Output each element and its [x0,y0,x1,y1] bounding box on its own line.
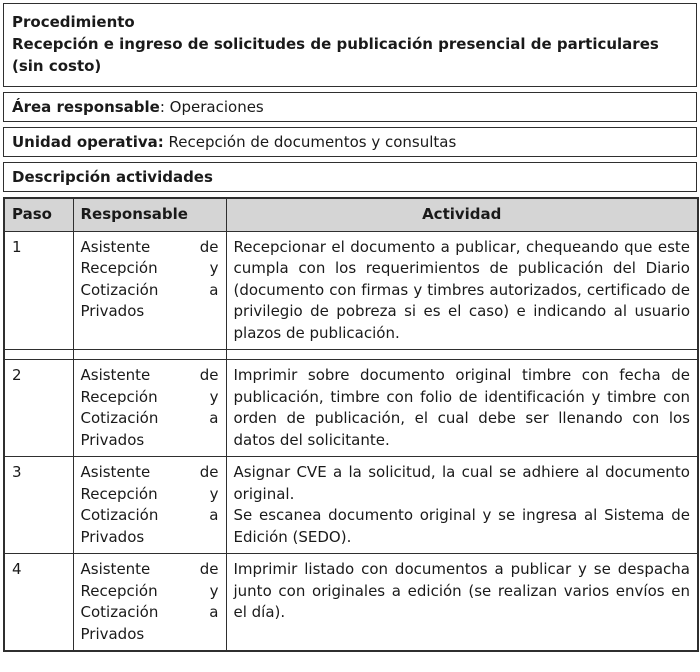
table-row-3: 3 Asistente de Recepción y Cotización a … [3,456,699,554]
procedure-document: Procedimiento Recepción e ingreso de sol… [3,3,699,652]
actividad-cell: Recepcionar el documento a publicar, che… [225,230,699,350]
spacer-cell [72,349,227,360]
procedure-name: Recepción e ingreso de solicitudes de pu… [12,35,659,75]
unidad-operativa-value: Recepción de documentos y consultas [163,133,457,151]
responsable-cell: Asistente de Recepción y Cotización a Pr… [72,359,227,457]
actividad-cell: Imprimir sobre documento original timbre… [225,359,699,457]
header-actividad: Actividad [225,197,699,232]
spacer-row [3,349,699,360]
header-row: Paso Responsable Actividad [3,197,699,232]
paso-cell: 3 [3,456,74,554]
paso-cell: 2 [3,359,74,457]
area-responsable-label: Área responsable [12,98,160,116]
responsable-cell: Asistente de Recepción y Cotización a Pr… [72,230,227,350]
descripcion-actividades-label: Descripción actividades [12,168,213,186]
procedure-label: Procedimiento [12,13,135,31]
table-row-1: 1 Asistente de Recepción y Cotización a … [3,230,699,350]
header-responsable: Responsable [72,197,227,232]
paso-cell: 1 [3,230,74,350]
actividad-cell: Asignar CVE a la solicitud, la cual se a… [225,456,699,554]
descripcion-actividades-row: Descripción actividades [3,162,697,192]
area-responsable-row: Área responsable: Operaciones [3,92,697,122]
spacer-cell [3,349,74,360]
responsable-cell: Asistente de Recepción y Cotización a Pr… [72,456,227,554]
responsable-cell: Asistente de Recepción y Cotización a Pr… [72,553,227,652]
spacer-cell [225,349,699,360]
unidad-operativa-row: Unidad operativa: Recepción de documento… [3,127,697,157]
area-responsable-value: : Operaciones [159,98,264,116]
activities-table: Paso Responsable Actividad 1 Asistente d… [3,197,699,652]
table-row-2: 2 Asistente de Recepción y Cotización a … [3,359,699,457]
actividad-cell: Imprimir listado con documentos a public… [225,553,699,652]
unidad-operativa-label: Unidad operativa: [12,133,164,151]
table-row-4: 4 Asistente de Recepción y Cotización a … [3,553,699,652]
procedure-title-block: Procedimiento Recepción e ingreso de sol… [3,3,697,87]
header-paso: Paso [3,197,74,232]
paso-cell: 4 [3,553,74,652]
activities-table-header: Paso Responsable Actividad [3,197,699,232]
